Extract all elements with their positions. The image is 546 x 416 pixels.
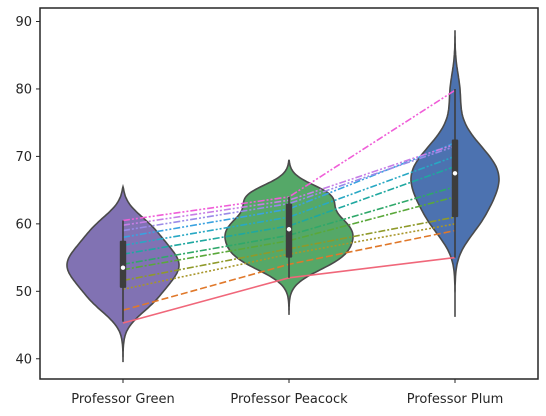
x-tick-label-professor-green: Professor Green — [71, 392, 175, 407]
iqr-box-professor-green — [119, 240, 127, 288]
violins-layer — [66, 30, 500, 363]
x-tick-label-professor-peacock: Professor Peacock — [230, 392, 348, 407]
inner-boxes-layer — [119, 88, 459, 322]
student-line-7 — [122, 165, 456, 255]
y-axis: 40 50 60 70 80 90 — [15, 15, 40, 367]
student-line-9 — [122, 142, 456, 239]
student-line-5 — [122, 196, 456, 271]
median-dot-professor-plum — [452, 171, 458, 176]
y-tick-label-90: 90 — [15, 15, 32, 30]
median-dot-professor-green — [120, 265, 126, 270]
y-tick-label-40: 40 — [15, 352, 32, 367]
student-line-6 — [122, 186, 456, 266]
student-line-4 — [122, 216, 456, 282]
median-dot-professor-peacock — [286, 227, 292, 232]
y-tick-label-60: 60 — [15, 217, 32, 232]
student-line-8 — [122, 155, 456, 247]
x-axis: Professor Green Professor Peacock Professo… — [71, 379, 503, 407]
y-tick-label-50: 50 — [15, 285, 32, 300]
iqr-box-professor-plum — [451, 139, 459, 218]
y-tick-label-70: 70 — [15, 150, 32, 165]
y-tick-label-80: 80 — [15, 82, 32, 97]
student-line-10 — [122, 145, 456, 232]
x-tick-label-professor-plum: Professor Plum — [407, 392, 504, 407]
